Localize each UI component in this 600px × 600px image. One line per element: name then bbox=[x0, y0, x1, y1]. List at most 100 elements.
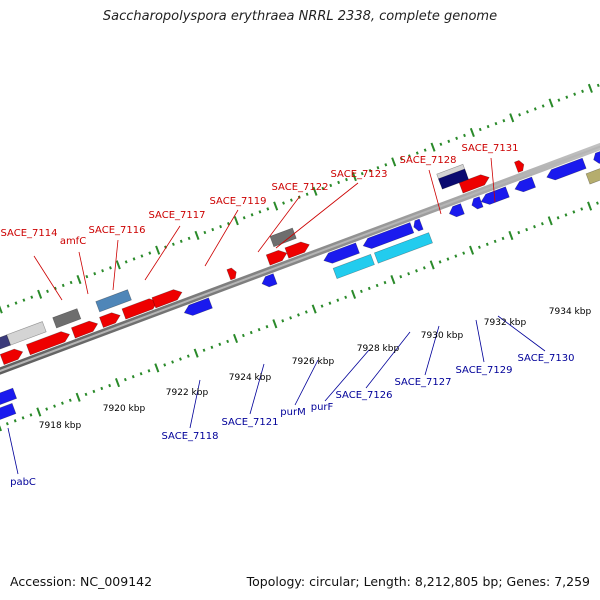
reverse-scale-tick bbox=[193, 348, 199, 358]
reverse-scale-tick bbox=[533, 225, 536, 229]
reverse-scale-tick bbox=[311, 304, 317, 314]
reverse-scale-tick bbox=[438, 260, 442, 264]
forward-scale-tick bbox=[155, 245, 161, 255]
forward-scale-tick bbox=[37, 289, 43, 299]
reverse-scale-tick bbox=[328, 301, 332, 305]
forward-scale-tick bbox=[587, 83, 593, 93]
reverse-gene bbox=[0, 402, 17, 420]
forward-scale-tick bbox=[179, 239, 183, 243]
reverse-scale-tick bbox=[171, 360, 175, 364]
reverse-scale-tick bbox=[399, 275, 403, 279]
reverse-scale-tick bbox=[508, 230, 514, 241]
reverse-scale-tick bbox=[210, 345, 214, 349]
forward-gene-label: SACE_7128 bbox=[400, 155, 457, 166]
forward-scale-tick bbox=[415, 151, 419, 155]
scale-label: 7926 kbp bbox=[292, 357, 335, 367]
scale-label: 7924 kbp bbox=[229, 373, 272, 383]
forward-scale-tick bbox=[115, 260, 121, 270]
forward-scale-tick bbox=[61, 283, 65, 288]
reverse-gene bbox=[585, 168, 600, 185]
reverse-scale-tick bbox=[265, 325, 269, 329]
reverse-gene bbox=[546, 157, 587, 181]
forward-scale-tick bbox=[0, 305, 3, 314]
reverse-scale-tick bbox=[390, 275, 396, 285]
forward-scale-tick bbox=[211, 227, 215, 232]
reverse-scale-tick bbox=[60, 401, 64, 405]
forward-scale-tick bbox=[486, 124, 490, 129]
reverse-scale-tick bbox=[493, 239, 497, 244]
forward-gene bbox=[151, 289, 183, 309]
forward-gene-label-leader bbox=[490, 157, 496, 203]
forward-scale-tick bbox=[518, 113, 522, 117]
forward-scale-tick bbox=[329, 183, 333, 188]
forward-scale-tick bbox=[447, 139, 451, 143]
reverse-scale-tick bbox=[68, 398, 72, 402]
reverse-gene-label: SACE_7129 bbox=[456, 365, 513, 376]
reverse-scale-tick bbox=[572, 210, 576, 214]
scale-label: 7920 kbp bbox=[103, 404, 146, 414]
reverse-gene-label-leader bbox=[294, 359, 319, 406]
reverse-gene-label-leader bbox=[424, 325, 440, 376]
reverse-gene bbox=[448, 203, 465, 218]
forward-scale-tick bbox=[53, 286, 57, 291]
reverse-scale-tick bbox=[249, 330, 253, 335]
reverse-scale-tick bbox=[478, 245, 481, 249]
forward-gene-label-leader bbox=[428, 169, 442, 215]
reverse-gene bbox=[373, 232, 433, 264]
reverse-scale-tick bbox=[108, 383, 112, 388]
forward-scale-tick bbox=[289, 198, 293, 202]
reverse-gene bbox=[261, 273, 278, 288]
forward-gene-label: SACE_7122 bbox=[272, 182, 329, 193]
forward-scale-tick bbox=[46, 289, 49, 293]
forward-gene-label-leader bbox=[33, 255, 63, 301]
forward-scale-tick bbox=[85, 274, 89, 279]
forward-scale-tick bbox=[124, 260, 128, 264]
reverse-scale-tick bbox=[556, 216, 560, 220]
forward-gene bbox=[438, 168, 469, 190]
reverse-scale-tick bbox=[485, 242, 489, 246]
reverse-scale-tick bbox=[367, 286, 371, 291]
scale-label: 7934 kbp bbox=[549, 307, 592, 317]
reverse-scale-tick bbox=[517, 230, 521, 235]
forward-gene bbox=[6, 321, 47, 346]
forward-gene-label-leader bbox=[275, 182, 359, 249]
forward-scale-tick bbox=[203, 230, 207, 235]
topology-text: Topology: circular; Length: 8,212,805 bp… bbox=[246, 574, 590, 589]
scale-label: 7928 kbp bbox=[357, 344, 400, 354]
forward-scale-tick bbox=[337, 180, 341, 185]
reverse-scale-tick bbox=[351, 289, 357, 299]
forward-scale-tick bbox=[439, 142, 443, 146]
reverse-scale-tick bbox=[540, 222, 544, 226]
forward-scale-tick bbox=[30, 295, 34, 299]
scale-label: 7932 kbp bbox=[484, 318, 527, 328]
reverse-gene bbox=[413, 218, 424, 232]
reverse-gene-label-leader bbox=[189, 379, 201, 429]
reverse-scale-tick bbox=[375, 283, 379, 288]
forward-scale-tick bbox=[258, 210, 262, 214]
reverse-gene-label: SACE_7126 bbox=[336, 390, 393, 401]
reverse-gene-label: SACE_7118 bbox=[162, 431, 219, 442]
reverse-scale-tick bbox=[53, 404, 56, 408]
forward-scale-tick bbox=[187, 236, 191, 241]
forward-scale-tick bbox=[509, 113, 515, 123]
forward-gene bbox=[284, 241, 310, 259]
reverse-gene bbox=[514, 176, 536, 193]
reverse-scale-tick bbox=[75, 392, 81, 402]
reverse-scale-tick bbox=[272, 319, 278, 329]
forward-scale-tick bbox=[573, 92, 577, 96]
genome-backbone-highlight bbox=[0, 145, 600, 373]
reverse-scale-tick bbox=[147, 369, 151, 373]
forward-scale-tick bbox=[242, 216, 246, 220]
forward-gene bbox=[70, 320, 99, 339]
forward-gene-label: SACE_7131 bbox=[462, 143, 519, 154]
forward-scale-tick bbox=[548, 98, 554, 108]
reverse-scale-tick bbox=[226, 339, 230, 344]
reverse-gene-label: purM bbox=[280, 407, 305, 418]
reverse-gene bbox=[480, 186, 510, 205]
reverse-gene-label: SACE_7121 bbox=[222, 417, 279, 428]
forward-scale-tick bbox=[400, 157, 403, 161]
reverse-scale-tick bbox=[359, 289, 363, 294]
reverse-scale-tick bbox=[580, 207, 584, 211]
reverse-gene-label-leader bbox=[249, 363, 265, 415]
